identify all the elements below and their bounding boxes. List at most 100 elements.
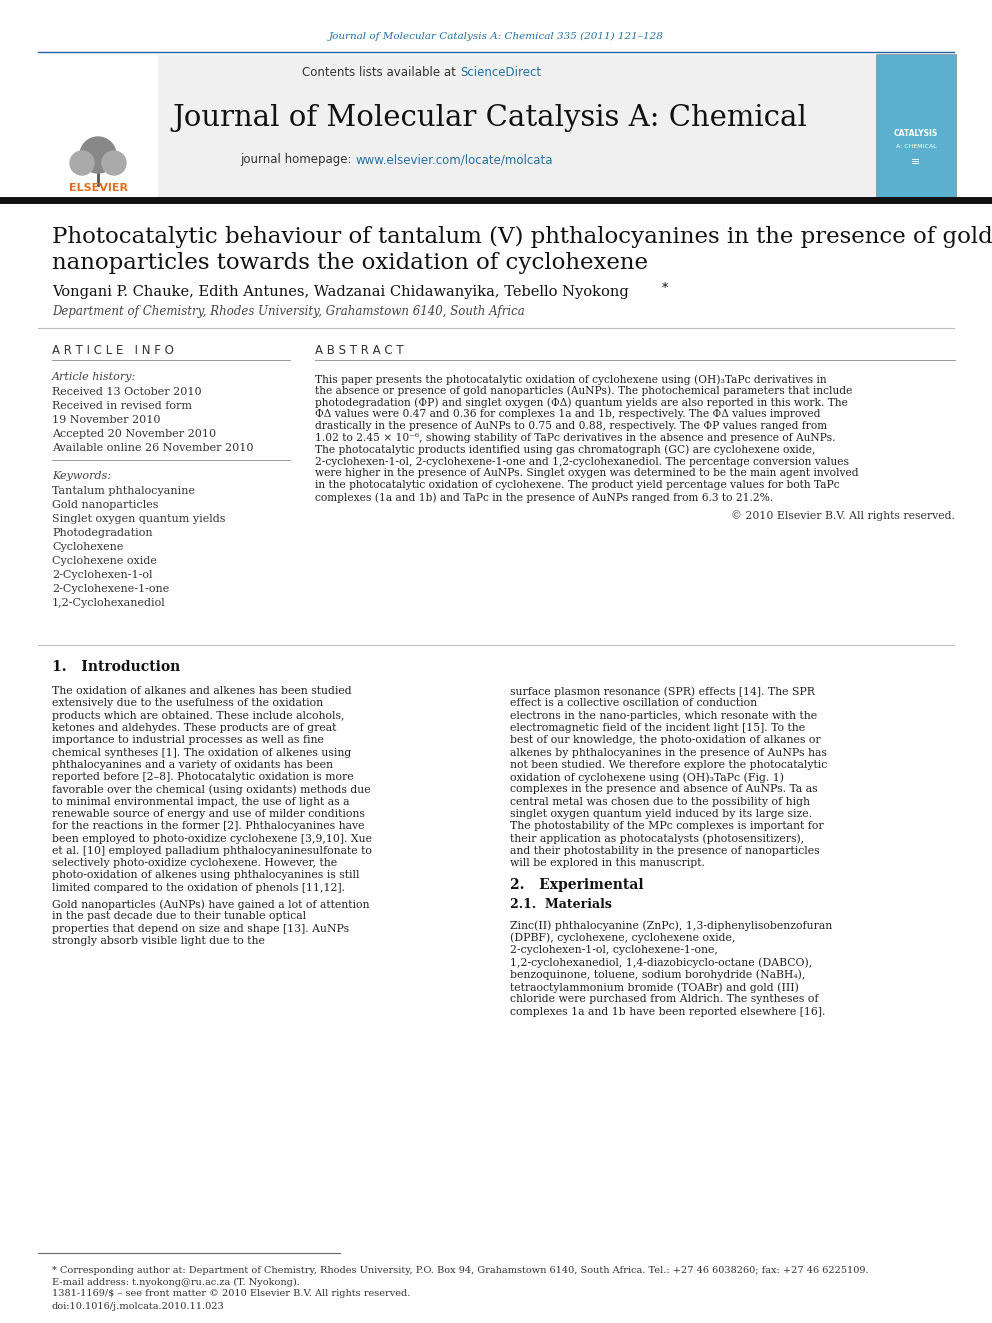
Text: 1.   Introduction: 1. Introduction — [52, 660, 181, 673]
Text: et al. [10] employed palladium phthalocyaninesulfonate to: et al. [10] employed palladium phthalocy… — [52, 845, 372, 856]
Text: extensively due to the usefulness of the oxidation: extensively due to the usefulness of the… — [52, 699, 323, 708]
Text: doi:10.1016/j.molcata.2010.11.023: doi:10.1016/j.molcata.2010.11.023 — [52, 1302, 225, 1311]
Text: photo-oxidation of alkenes using phthalocyanines is still: photo-oxidation of alkenes using phthalo… — [52, 871, 359, 881]
Text: A B S T R A C T: A B S T R A C T — [315, 344, 404, 356]
Text: E-mail address: t.nyokong@ru.ac.za (T. Nyokong).: E-mail address: t.nyokong@ru.ac.za (T. N… — [52, 1278, 300, 1287]
Text: Tantalum phthalocyanine: Tantalum phthalocyanine — [52, 486, 195, 496]
Text: surface plasmon resonance (SPR) effects [14]. The SPR: surface plasmon resonance (SPR) effects … — [510, 687, 814, 697]
Text: chemical syntheses [1]. The oxidation of alkenes using: chemical syntheses [1]. The oxidation of… — [52, 747, 351, 758]
Text: alkenes by phthalocyanines in the presence of AuNPs has: alkenes by phthalocyanines in the presen… — [510, 747, 827, 758]
Text: A: CHEMICAL: A: CHEMICAL — [896, 144, 936, 149]
Text: limited compared to the oxidation of phenols [11,12].: limited compared to the oxidation of phe… — [52, 882, 345, 893]
Text: tetraoctylammonium bromide (TOABr) and gold (III): tetraoctylammonium bromide (TOABr) and g… — [510, 982, 799, 992]
Text: in the past decade due to their tunable optical: in the past decade due to their tunable … — [52, 912, 307, 921]
Text: selectively photo-oxidize cyclohexene. However, the: selectively photo-oxidize cyclohexene. H… — [52, 859, 337, 868]
Text: photodegradation (ΦP) and singlet oxygen (ΦΔ) quantum yields are also reported i: photodegradation (ΦP) and singlet oxygen… — [315, 398, 848, 409]
Text: The photostability of the MPc complexes is important for: The photostability of the MPc complexes … — [510, 822, 823, 831]
Text: ketones and aldehydes. These products are of great: ketones and aldehydes. These products ar… — [52, 722, 336, 733]
Bar — [38, 56, 158, 198]
Text: Received in revised form: Received in revised form — [52, 401, 192, 411]
Text: Singlet oxygen quantum yields: Singlet oxygen quantum yields — [52, 515, 225, 524]
Text: phthalocyanines and a variety of oxidants has been: phthalocyanines and a variety of oxidant… — [52, 759, 333, 770]
Text: Contents lists available at: Contents lists available at — [303, 66, 460, 79]
Text: A R T I C L E   I N F O: A R T I C L E I N F O — [52, 344, 174, 356]
Text: products which are obtained. These include alcohols,: products which are obtained. These inclu… — [52, 710, 344, 721]
Text: benzoquinone, toluene, sodium borohydride (NaBH₄),: benzoquinone, toluene, sodium borohydrid… — [510, 970, 806, 980]
Circle shape — [80, 138, 116, 173]
Text: Vongani P. Chauke, Edith Antunes, Wadzanai Chidawanyika, Tebello Nyokong: Vongani P. Chauke, Edith Antunes, Wadzan… — [52, 284, 629, 299]
Text: 1381-1169/$ – see front matter © 2010 Elsevier B.V. All rights reserved.: 1381-1169/$ – see front matter © 2010 El… — [52, 1289, 411, 1298]
Text: 2-Cyclohexene-1-one: 2-Cyclohexene-1-one — [52, 583, 170, 594]
Text: journal homepage:: journal homepage: — [240, 153, 355, 167]
Text: Cyclohexene oxide: Cyclohexene oxide — [52, 556, 157, 566]
Text: strongly absorb visible light due to the: strongly absorb visible light due to the — [52, 935, 265, 946]
Text: 2.1.  Materials: 2.1. Materials — [510, 898, 612, 912]
Text: importance to industrial processes as well as fine: importance to industrial processes as we… — [52, 736, 323, 745]
Circle shape — [102, 151, 126, 175]
Text: Photocatalytic behaviour of tantalum (V) phthalocyanines in the presence of gold: Photocatalytic behaviour of tantalum (V)… — [52, 226, 992, 247]
Text: reported before [2–8]. Photocatalytic oxidation is more: reported before [2–8]. Photocatalytic ox… — [52, 773, 353, 782]
Text: Article history:: Article history: — [52, 372, 136, 382]
Text: electrons in the nano-particles, which resonate with the: electrons in the nano-particles, which r… — [510, 710, 817, 721]
Text: ScienceDirect: ScienceDirect — [460, 66, 541, 79]
Text: 2-cyclohexen-1-ol, cyclohexene-1-one,: 2-cyclohexen-1-ol, cyclohexene-1-one, — [510, 945, 718, 955]
Text: Gold nanoparticles: Gold nanoparticles — [52, 500, 159, 509]
Text: ≡: ≡ — [912, 157, 921, 167]
Text: Received 13 October 2010: Received 13 October 2010 — [52, 388, 201, 397]
Text: 1,2-Cyclohexanediol: 1,2-Cyclohexanediol — [52, 598, 166, 609]
Text: (DPBF), cyclohexene, cyclohexene oxide,: (DPBF), cyclohexene, cyclohexene oxide, — [510, 933, 735, 943]
Text: 2-cyclohexen-1-ol, 2-cyclohexene-1-one and 1,2-cyclohexanediol. The percentage c: 2-cyclohexen-1-ol, 2-cyclohexene-1-one a… — [315, 456, 849, 467]
Text: Accepted 20 November 2010: Accepted 20 November 2010 — [52, 429, 216, 439]
Text: will be explored in this manuscript.: will be explored in this manuscript. — [510, 859, 705, 868]
Text: renewable source of energy and use of milder conditions: renewable source of energy and use of mi… — [52, 808, 365, 819]
Text: Journal of Molecular Catalysis A: Chemical: Journal of Molecular Catalysis A: Chemic… — [173, 105, 807, 132]
Text: best of our knowledge, the photo-oxidation of alkanes or: best of our knowledge, the photo-oxidati… — [510, 736, 820, 745]
Bar — [38, 56, 956, 198]
Text: * Corresponding author at: Department of Chemistry, Rhodes University, P.O. Box : * Corresponding author at: Department of… — [52, 1266, 869, 1275]
Circle shape — [70, 151, 94, 175]
Text: complexes in the presence and absence of AuNPs. Ta as: complexes in the presence and absence of… — [510, 785, 817, 794]
Text: Department of Chemistry, Rhodes University, Grahamstown 6140, South Africa: Department of Chemistry, Rhodes Universi… — [52, 306, 525, 319]
Text: their application as photocatalysts (photosensitizers),: their application as photocatalysts (pho… — [510, 833, 805, 844]
Text: effect is a collective oscillation of conduction: effect is a collective oscillation of co… — [510, 699, 757, 708]
Text: oxidation of cyclohexene using (OH)₃TaPc (Fig. 1): oxidation of cyclohexene using (OH)₃TaPc… — [510, 773, 784, 783]
Text: singlet oxygen quantum yield induced by its large size.: singlet oxygen quantum yield induced by … — [510, 808, 812, 819]
Text: 2.   Experimental: 2. Experimental — [510, 877, 644, 892]
Text: complexes (1a and 1b) and TaPc in the presence of AuNPs ranged from 6.3 to 21.2%: complexes (1a and 1b) and TaPc in the pr… — [315, 492, 773, 503]
Text: properties that depend on size and shape [13]. AuNPs: properties that depend on size and shape… — [52, 923, 349, 934]
Text: www.elsevier.com/locate/molcata: www.elsevier.com/locate/molcata — [355, 153, 553, 167]
Text: Keywords:: Keywords: — [52, 471, 111, 482]
Text: Available online 26 November 2010: Available online 26 November 2010 — [52, 443, 254, 452]
Text: to minimal environmental impact, the use of light as a: to minimal environmental impact, the use… — [52, 796, 349, 807]
Text: The oxidation of alkanes and alkenes has been studied: The oxidation of alkanes and alkenes has… — [52, 687, 351, 696]
Text: drastically in the presence of AuNPs to 0.75 and 0.88, respectively. The ΦP valu: drastically in the presence of AuNPs to … — [315, 421, 827, 431]
Text: and their photostability in the presence of nanoparticles: and their photostability in the presence… — [510, 845, 819, 856]
Text: chloride were purchased from Aldrich. The syntheses of: chloride were purchased from Aldrich. Th… — [510, 995, 818, 1004]
Text: were higher in the presence of AuNPs. Singlet oxygen was determined to be the ma: were higher in the presence of AuNPs. Si… — [315, 468, 859, 479]
Text: CATALYSIS: CATALYSIS — [894, 128, 938, 138]
Text: for the reactions in the former [2]. Phthalocyanines have: for the reactions in the former [2]. Pht… — [52, 822, 364, 831]
Text: 19 November 2010: 19 November 2010 — [52, 415, 161, 425]
Text: © 2010 Elsevier B.V. All rights reserved.: © 2010 Elsevier B.V. All rights reserved… — [731, 509, 955, 520]
Bar — [876, 54, 956, 197]
Text: Gold nanoparticles (AuNPs) have gained a lot of attention: Gold nanoparticles (AuNPs) have gained a… — [52, 900, 369, 910]
Text: in the photocatalytic oxidation of cyclohexene. The product yield percentage val: in the photocatalytic oxidation of cyclo… — [315, 480, 839, 491]
Text: favorable over the chemical (using oxidants) methods due: favorable over the chemical (using oxida… — [52, 785, 371, 795]
Text: been employed to photo-oxidize cyclohexene [3,9,10]. Xue: been employed to photo-oxidize cyclohexe… — [52, 833, 372, 844]
Text: Cyclohexene: Cyclohexene — [52, 542, 123, 552]
Text: complexes 1a and 1b have been reported elsewhere [16].: complexes 1a and 1b have been reported e… — [510, 1007, 825, 1016]
Text: central metal was chosen due to the possibility of high: central metal was chosen due to the poss… — [510, 796, 810, 807]
Text: ΦΔ values were 0.47 and 0.36 for complexes 1a and 1b, respectively. The ΦΔ value: ΦΔ values were 0.47 and 0.36 for complex… — [315, 409, 820, 419]
Text: ELSEVIER: ELSEVIER — [68, 183, 128, 193]
Text: electromagnetic field of the incident light [15]. To the: electromagnetic field of the incident li… — [510, 722, 806, 733]
Text: 2-Cyclohexen-1-ol: 2-Cyclohexen-1-ol — [52, 570, 153, 579]
Text: The photocatalytic products identified using gas chromatograph (GC) are cyclohex: The photocatalytic products identified u… — [315, 445, 815, 455]
Text: 1,2-cyclohexanediol, 1,4-diazobicyclo-octane (DABCO),: 1,2-cyclohexanediol, 1,4-diazobicyclo-oc… — [510, 958, 812, 968]
Text: 1.02 to 2.45 × 10⁻⁶, showing stability of TaPc derivatives in the absence and pr: 1.02 to 2.45 × 10⁻⁶, showing stability o… — [315, 433, 835, 443]
Text: nanoparticles towards the oxidation of cyclohexene: nanoparticles towards the oxidation of c… — [52, 251, 648, 274]
Text: Photodegradation: Photodegradation — [52, 528, 153, 538]
Text: the absence or presence of gold nanoparticles (AuNPs). The photochemical paramet: the absence or presence of gold nanopart… — [315, 386, 852, 397]
Text: *: * — [662, 283, 669, 295]
Text: not been studied. We therefore explore the photocatalytic: not been studied. We therefore explore t… — [510, 759, 827, 770]
Text: Zinc(II) phthalocyanine (ZnPc), 1,3-diphenylisobenzofuran: Zinc(II) phthalocyanine (ZnPc), 1,3-diph… — [510, 921, 832, 931]
